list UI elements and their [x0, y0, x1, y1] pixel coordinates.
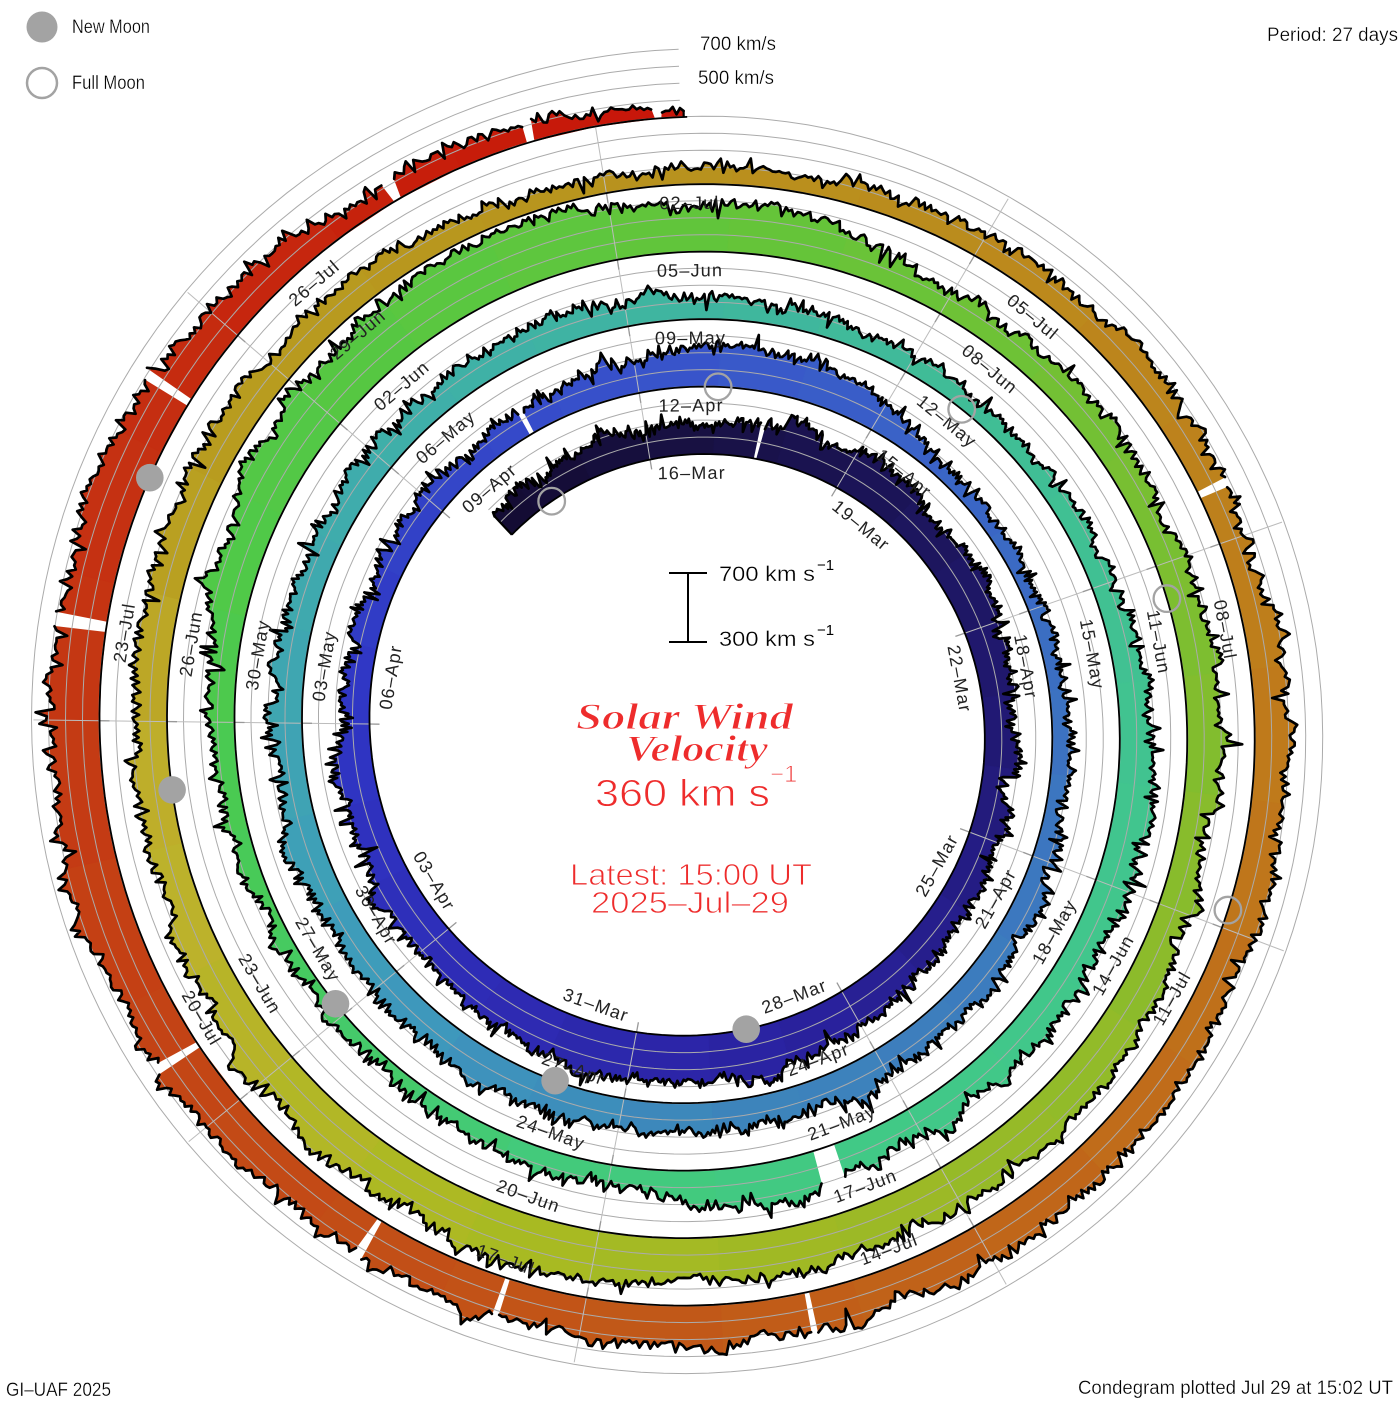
- svg-text:2025–Jul–29: 2025–Jul–29: [591, 885, 789, 920]
- svg-text:500 km/s: 500 km/s: [698, 68, 774, 89]
- svg-text:Full Moon: Full Moon: [72, 73, 145, 94]
- svg-text:700 km s: 700 km s: [719, 563, 815, 586]
- svg-text:−1: −1: [817, 622, 834, 639]
- svg-text:Condegram plotted Jul 29 at 15: Condegram plotted Jul 29 at 15:02 UT: [1078, 1378, 1393, 1399]
- svg-text:New Moon: New Moon: [72, 17, 150, 38]
- svg-text:09–May: 09–May: [655, 328, 726, 349]
- svg-text:300 km s: 300 km s: [719, 628, 815, 651]
- svg-text:Period: 27 days: Period: 27 days: [1267, 25, 1398, 46]
- svg-text:700 km/s: 700 km/s: [700, 34, 776, 55]
- svg-text:GI–UAF 2025: GI–UAF 2025: [6, 1380, 111, 1400]
- svg-text:Velocity: Velocity: [626, 729, 769, 770]
- svg-text:−1: −1: [817, 557, 834, 574]
- svg-text:16–Mar: 16–Mar: [658, 463, 726, 484]
- svg-text:05–Jun: 05–Jun: [657, 260, 723, 281]
- svg-text:360 km s: 360 km s: [595, 773, 770, 815]
- svg-text:−1: −1: [770, 761, 797, 788]
- svg-text:02–Jul: 02–Jul: [659, 193, 719, 214]
